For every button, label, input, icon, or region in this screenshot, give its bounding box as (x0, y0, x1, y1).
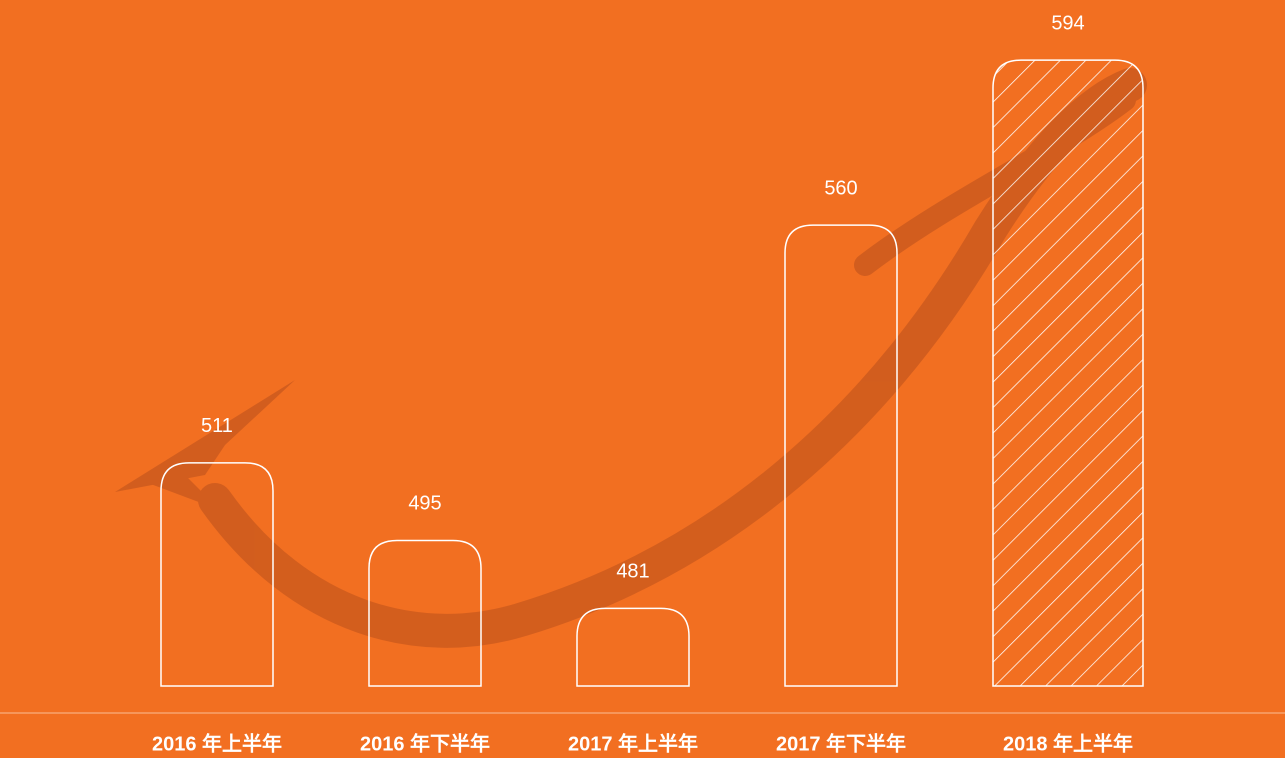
value-label: 511 (201, 415, 233, 437)
value-label: 560 (824, 177, 857, 199)
value-label: 594 (1051, 12, 1084, 34)
x-tick-label: 2017 年下半年 (776, 731, 906, 755)
bar (992, 59, 1144, 687)
bar (784, 224, 898, 687)
value-label: 495 (408, 493, 441, 515)
x-tick-label: 2016 年下半年 (360, 731, 490, 755)
bar (160, 462, 274, 687)
x-tick-label: 2016 年上半年 (152, 731, 282, 755)
bar (576, 607, 690, 687)
x-tick-label: 2017 年上半年 (568, 731, 698, 755)
value-label: 481 (616, 561, 649, 583)
bar (368, 539, 482, 687)
x-tick-label: 2018 年上半年 (1003, 731, 1133, 755)
